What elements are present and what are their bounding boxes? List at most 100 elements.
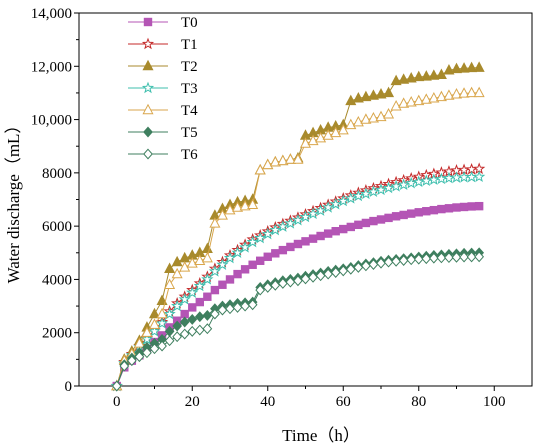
data-point <box>420 93 432 104</box>
data-point <box>329 197 342 210</box>
y-tick-label: 10,000 <box>31 113 72 129</box>
data-point <box>428 252 439 264</box>
x-axis-title: Time（h） <box>282 426 360 445</box>
data-point <box>216 258 229 270</box>
data-point <box>240 265 250 274</box>
data-point <box>284 153 296 164</box>
legend-marker <box>141 81 155 94</box>
data-point <box>164 278 176 289</box>
data-point <box>202 309 213 321</box>
data-point <box>156 294 168 305</box>
data-point <box>390 74 402 86</box>
data-point <box>262 281 273 293</box>
data-point <box>148 307 161 319</box>
data-point <box>240 300 250 312</box>
y-tick-label: 4000 <box>42 272 72 288</box>
data-point <box>292 153 304 164</box>
data-point <box>142 347 152 359</box>
data-point <box>346 222 356 232</box>
data-point <box>195 297 205 307</box>
data-point <box>155 316 169 329</box>
data-point <box>233 269 242 279</box>
legend-label: T0 <box>181 15 198 31</box>
data-point <box>164 335 175 347</box>
y-tick-label: 0 <box>65 379 73 395</box>
series-layer <box>110 61 486 392</box>
data-point <box>466 251 477 263</box>
data-point <box>444 252 454 264</box>
data-point <box>247 299 258 311</box>
data-point <box>405 176 418 189</box>
data-point <box>450 87 463 99</box>
data-point <box>436 252 447 264</box>
data-point <box>389 180 403 192</box>
data-point <box>473 170 486 183</box>
legend-marker <box>141 37 155 50</box>
data-point <box>391 255 401 267</box>
data-point <box>474 201 484 211</box>
data-point <box>291 213 305 226</box>
data-point <box>225 275 235 284</box>
data-point <box>361 260 371 272</box>
data-point <box>322 201 335 213</box>
data-point <box>218 280 227 289</box>
legend-item-t3: T3 <box>128 81 198 97</box>
legend-label: T2 <box>181 59 198 75</box>
data-point <box>316 231 325 241</box>
data-point <box>172 331 183 343</box>
data-point <box>407 209 416 218</box>
data-point <box>164 262 176 273</box>
data-point <box>344 191 357 204</box>
data-point <box>148 318 161 329</box>
data-point <box>359 187 373 200</box>
data-point <box>368 259 379 270</box>
data-point <box>254 231 267 244</box>
data-point <box>398 73 410 84</box>
data-point <box>225 303 235 315</box>
data-point <box>354 220 363 230</box>
data-point <box>178 292 191 305</box>
data-point <box>186 286 199 298</box>
data-point <box>239 199 251 211</box>
data-point <box>466 61 478 73</box>
data-point <box>369 216 378 226</box>
data-point <box>201 272 214 285</box>
data-point <box>179 261 191 272</box>
x-tick-label: 60 <box>336 394 351 410</box>
data-point <box>179 328 190 340</box>
data-point <box>437 204 446 214</box>
data-point <box>435 172 448 185</box>
data-point <box>157 340 167 352</box>
data-point <box>337 123 349 135</box>
data-point <box>399 210 408 220</box>
data-point <box>201 251 213 263</box>
data-point <box>473 61 485 72</box>
y-axis-ticks: 0 2000 4000 6000 8000 10,000 12,000 14,000 <box>31 6 79 395</box>
data-point <box>452 203 461 212</box>
data-point <box>367 89 379 100</box>
data-point <box>202 323 213 335</box>
data-point <box>149 343 160 355</box>
x-tick-label: 100 <box>483 394 506 410</box>
data-point <box>458 62 470 73</box>
legend-item-t2: T2 <box>128 59 198 75</box>
legend-item-t6: T6 <box>128 147 198 163</box>
data-point <box>210 308 220 320</box>
series-t4 <box>111 86 485 391</box>
data-point <box>254 163 266 175</box>
data-point <box>361 218 371 228</box>
data-point <box>474 251 485 263</box>
data-point <box>293 275 303 287</box>
data-point <box>367 185 380 197</box>
legend: T0 T1 T2 T3 T4 T5 T6 <box>128 15 198 163</box>
data-point <box>261 227 274 240</box>
data-point <box>246 235 259 248</box>
x-tick-label: 40 <box>260 394 275 410</box>
legend-label: T6 <box>181 147 198 163</box>
data-point <box>277 277 288 289</box>
series-t0 <box>112 201 484 391</box>
legend-item-t5: T5 <box>128 125 198 141</box>
data-point <box>276 220 289 232</box>
data-point <box>285 276 296 288</box>
